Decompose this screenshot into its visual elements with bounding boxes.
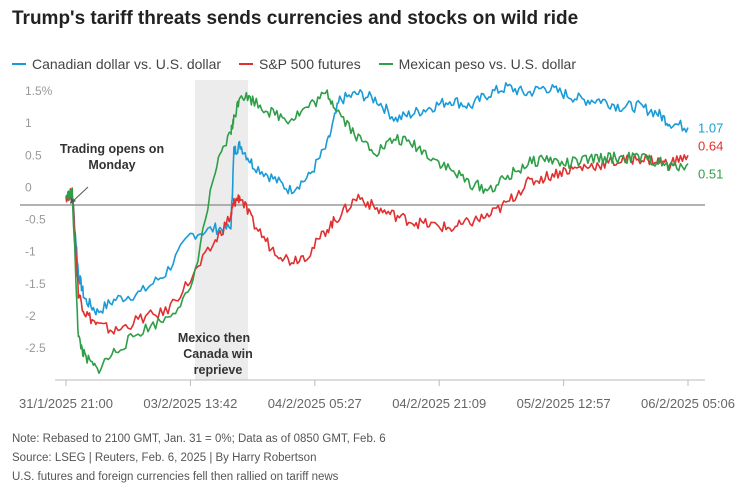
legend-swatch-sp500 xyxy=(239,63,253,65)
legend-swatch-cad xyxy=(12,63,26,65)
annotation-reprieve-line2: Canada win xyxy=(183,347,252,361)
page-title: Trump's tariff threats sends currencies … xyxy=(12,8,579,29)
x-tick-label: 06/2/2025 05:06 xyxy=(641,396,735,411)
series-end-label-2: 0.64 xyxy=(698,138,723,153)
x-tick-label: 03/2/2025 13:42 xyxy=(143,396,237,411)
legend-label-sp500: S&P 500 futures xyxy=(259,56,361,72)
x-axis-ticks: 31/1/2025 21:00 03/2/2025 13:42 04/2/2025 … xyxy=(19,380,735,411)
footer-note: Note: Rebased to 2100 GMT, Jan. 31 = 0%;… xyxy=(12,433,386,445)
legend-label-cad: Canadian dollar vs. U.S. dollar xyxy=(32,56,222,72)
y-tick-label: -1 xyxy=(25,245,36,259)
y-axis-ticks: 1.5% 1 0.5 0 -0.5 -1 -1.5 -2 -2.5 xyxy=(25,84,53,355)
x-tick-label: 04/2/2025 05:27 xyxy=(268,396,362,411)
annotation-trading-opens-line2: Monday xyxy=(88,158,135,172)
y-tick-label: 1.5% xyxy=(25,84,53,98)
series-line-3 xyxy=(65,89,689,375)
legend-item-cad: Canadian dollar vs. U.S. dollar xyxy=(12,56,221,72)
y-tick-label: 0.5 xyxy=(25,148,42,162)
series-lines xyxy=(65,82,689,375)
annotation-reprieve-line1: Mexico then xyxy=(178,331,250,345)
footer-caption: U.S. futures and foreign currencies fell… xyxy=(12,471,339,483)
y-tick-label: -2.5 xyxy=(25,341,46,355)
legend-label-mxn: Mexican peso vs. U.S. dollar xyxy=(398,56,576,72)
series-line-1 xyxy=(65,82,689,316)
x-tick-label: 05/2/2025 12:57 xyxy=(517,396,611,411)
series-end-label-3: 0.51 xyxy=(698,167,723,182)
legend-swatch-mxn xyxy=(378,63,393,65)
y-tick-label: -0.5 xyxy=(25,213,46,227)
footer-source: Source: LSEG | Reuters, Feb. 6, 2025 | B… xyxy=(12,452,317,464)
annotation-trading-opens-line1: Trading opens on xyxy=(60,142,164,156)
legend-item-mxn: Mexican peso vs. U.S. dollar xyxy=(378,56,576,72)
series-line-2 xyxy=(65,153,689,335)
y-tick-label: 0 xyxy=(25,180,32,194)
y-tick-label: 1 xyxy=(25,116,32,130)
x-tick-label: 31/1/2025 21:00 xyxy=(19,396,113,411)
chart-legend: Canadian dollar vs. U.S. dollar S&P 500 … xyxy=(12,52,590,72)
x-tick-label: 04/2/2025 21:09 xyxy=(392,396,486,411)
y-tick-label: -1.5 xyxy=(25,277,46,291)
y-tick-label: -2 xyxy=(25,309,36,323)
annotation-arrow xyxy=(71,186,89,203)
series-end-label-1: 1.07 xyxy=(698,121,723,136)
legend-item-sp500: S&P 500 futures xyxy=(239,56,361,72)
annotation-reprieve-line3: reprieve xyxy=(194,363,243,377)
end-labels: 1.07 0.64 0.51 xyxy=(698,121,723,182)
annotation-arrow-head xyxy=(70,198,76,204)
